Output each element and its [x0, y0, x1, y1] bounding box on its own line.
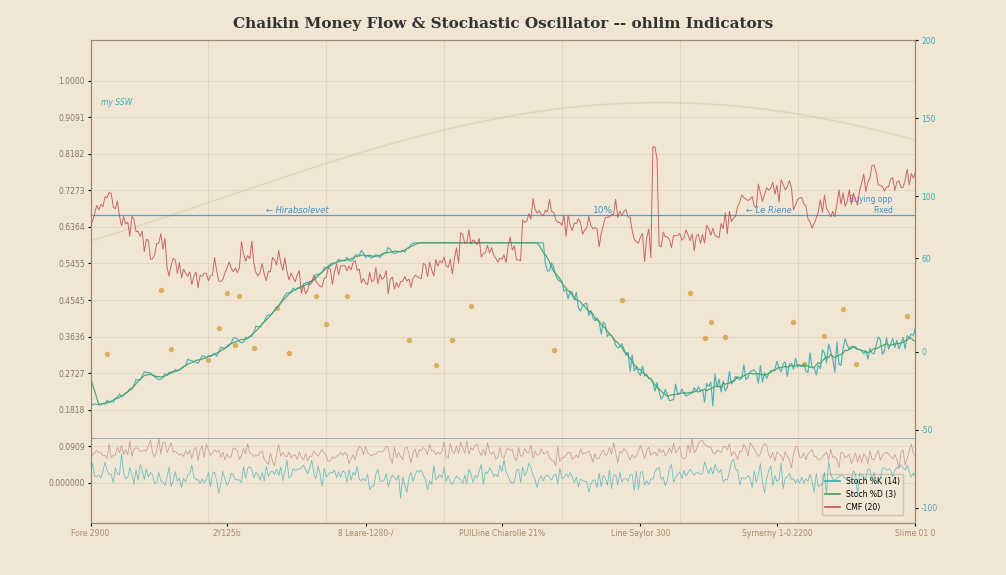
Point: [227, 341, 243, 350]
Point: [696, 334, 712, 343]
CMF (20): [606, 211, 618, 218]
Stoch %D (3): [355, 252, 367, 259]
Stoch %D (3): [93, 401, 105, 408]
Point: [835, 304, 851, 313]
Point: [231, 291, 247, 300]
Point: [682, 289, 698, 298]
Point: [99, 349, 115, 358]
Point: [445, 335, 461, 344]
Stoch %D (3): [909, 338, 921, 344]
CMF (20): [684, 237, 696, 244]
Point: [703, 317, 719, 327]
Point: [817, 332, 833, 341]
Stoch %D (3): [684, 389, 696, 396]
Point: [269, 304, 285, 313]
CMF (20): [85, 223, 97, 230]
Point: [245, 343, 262, 352]
Point: [545, 346, 561, 355]
CMF (20): [909, 168, 921, 175]
Point: [318, 319, 334, 328]
Text: Chaikin Money Flow & Stochastic Oscillator -- ohlim Indicators: Chaikin Money Flow & Stochastic Oscillat…: [232, 17, 774, 31]
Stoch %D (3): [688, 389, 700, 396]
Point: [614, 296, 630, 305]
Point: [796, 360, 812, 369]
CMF (20): [647, 144, 659, 151]
CMF (20): [413, 275, 426, 282]
Text: 10%: 10%: [594, 206, 614, 214]
CMF (20): [353, 266, 365, 273]
Stoch %D (3): [186, 359, 198, 366]
Stoch %D (3): [85, 375, 97, 382]
Point: [899, 312, 915, 321]
Point: [281, 348, 297, 357]
Stoch %K (14): [413, 239, 426, 246]
Stoch %K (14): [909, 324, 921, 331]
Line: Stoch %D (3): Stoch %D (3): [91, 243, 915, 404]
Point: [163, 344, 179, 353]
Line: CMF (20): CMF (20): [91, 147, 915, 294]
Point: [200, 355, 216, 364]
Point: [219, 289, 235, 298]
Line: Stoch %K (14): Stoch %K (14): [91, 243, 915, 405]
Stoch %D (3): [417, 239, 430, 246]
Stoch %K (14): [606, 332, 618, 339]
Legend: Stoch %K (14), Stoch %D (3), CMF (20): Stoch %K (14), Stoch %D (3), CMF (20): [822, 474, 903, 515]
Point: [400, 335, 416, 344]
Stoch %K (14): [184, 356, 196, 363]
Point: [339, 292, 355, 301]
Point: [786, 318, 802, 327]
Stoch %K (14): [682, 392, 694, 398]
Point: [308, 292, 324, 301]
Stoch %K (14): [686, 390, 698, 397]
Stoch %K (14): [707, 402, 719, 409]
CMF (20): [184, 269, 196, 275]
CMF (20): [382, 290, 394, 297]
CMF (20): [688, 247, 700, 254]
Text: ← Le Riene: ← Le Riene: [745, 206, 792, 214]
Point: [210, 323, 226, 332]
Point: [847, 359, 863, 369]
Stoch %K (14): [85, 401, 97, 408]
Stoch %D (3): [608, 335, 620, 342]
Text: ← Hirabsolevet: ← Hirabsolevet: [266, 206, 329, 214]
Stoch %K (14): [353, 252, 365, 259]
Text: my SSW: my SSW: [101, 98, 132, 106]
Stoch %K (14): [409, 239, 422, 246]
Text: Buying opp
Fixed: Buying opp Fixed: [849, 196, 892, 214]
Point: [153, 285, 169, 294]
Point: [717, 332, 733, 342]
Point: [428, 360, 444, 369]
Point: [463, 301, 479, 310]
Stoch %D (3): [413, 240, 426, 247]
